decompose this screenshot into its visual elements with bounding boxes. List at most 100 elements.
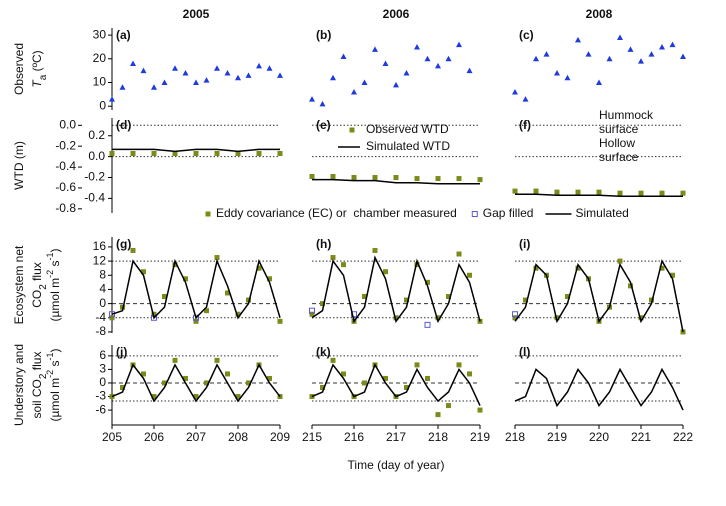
x-tick-label: 215 (302, 430, 322, 444)
point (151, 84, 157, 90)
point (309, 96, 315, 102)
point (554, 70, 560, 76)
point (267, 375, 272, 381)
point (362, 380, 367, 386)
point (340, 53, 347, 59)
point (617, 258, 623, 264)
y-tick-label: 4 (99, 282, 106, 296)
point (435, 62, 441, 69)
point (414, 176, 420, 182)
label-part: s (48, 261, 62, 270)
point (277, 150, 283, 156)
y-tick-label: -0.2 (55, 138, 76, 152)
y-axis-label: (µmol m-2 s-1) (45, 349, 62, 422)
label-part: ) (48, 249, 62, 253)
y-tick-label: 0 (99, 296, 106, 310)
y2-tick-label: 0.0 (88, 149, 105, 163)
legend-marker (205, 211, 211, 217)
panel-label: (k) (316, 345, 331, 359)
column-title: 2006 (383, 7, 410, 21)
point (162, 294, 167, 300)
point (533, 55, 539, 62)
label-part: (ºC) (30, 50, 44, 74)
point (172, 65, 178, 71)
point (680, 190, 686, 196)
point (628, 283, 633, 289)
point (130, 150, 136, 156)
point (120, 384, 125, 390)
point (372, 247, 378, 253)
point (225, 371, 230, 377)
point (404, 297, 409, 303)
point (351, 311, 357, 318)
y-tick-label: 6 (99, 348, 106, 362)
point (403, 70, 410, 76)
point (141, 269, 146, 275)
y2-tick-label: -0.2 (84, 170, 105, 184)
x-tick-label: 222 (673, 430, 693, 444)
label-part: (µmol m (48, 378, 62, 422)
point (445, 55, 452, 62)
x-tick-label: 208 (228, 430, 248, 444)
panel-label: (i) (519, 237, 530, 251)
point (204, 380, 209, 386)
series-line (311, 255, 481, 324)
legend-marker (471, 211, 478, 217)
y-tick-label: -4 (95, 310, 106, 324)
point (309, 307, 315, 314)
series-line (111, 363, 281, 403)
point (523, 297, 528, 303)
point (627, 46, 634, 52)
point (330, 357, 336, 363)
point (330, 255, 336, 261)
point (554, 189, 560, 195)
point (235, 311, 241, 317)
label-part: soil CO (30, 379, 44, 418)
point (606, 55, 613, 62)
point (446, 403, 451, 409)
point (256, 62, 262, 69)
annotation: Hummock (599, 108, 654, 122)
point (320, 301, 325, 307)
panel-label: (l) (519, 345, 530, 359)
point (512, 188, 518, 194)
y2-tick-label: 0.2 (88, 128, 105, 142)
series-line (514, 367, 684, 411)
point (669, 41, 676, 48)
point (382, 60, 389, 67)
point (393, 81, 399, 88)
series-line (514, 259, 684, 333)
point (266, 65, 273, 71)
y-axis-label: WTD (m) (12, 141, 26, 190)
label-part: flux (30, 262, 44, 284)
y-axis-label: Ta (ºC) (30, 50, 49, 87)
y-tick-label: -3 (95, 389, 106, 403)
x-tick-label: 216 (344, 430, 364, 444)
panel-label: (a) (116, 28, 131, 42)
label-part: -1 (45, 353, 55, 361)
label-part: Observed (12, 43, 26, 95)
point (351, 88, 357, 95)
point (193, 79, 199, 86)
label-part: CO (30, 290, 44, 308)
point (183, 375, 188, 381)
point (670, 272, 675, 278)
column-title: 2005 (183, 7, 210, 21)
point (362, 294, 367, 300)
point (235, 74, 241, 81)
point (393, 315, 399, 321)
point (182, 70, 189, 76)
point (596, 189, 602, 195)
label-part: (µmol m (48, 278, 62, 322)
column-title: 2008 (586, 7, 613, 21)
point (246, 297, 251, 303)
point (596, 79, 602, 86)
point (512, 88, 518, 95)
point (172, 150, 178, 156)
y-tick-label: 8 (99, 267, 106, 281)
point (204, 308, 209, 314)
point (383, 375, 388, 381)
legend-label: Simulated (575, 206, 628, 220)
x-tick-label: 217 (386, 430, 406, 444)
x-tick-label: 218 (428, 430, 448, 444)
